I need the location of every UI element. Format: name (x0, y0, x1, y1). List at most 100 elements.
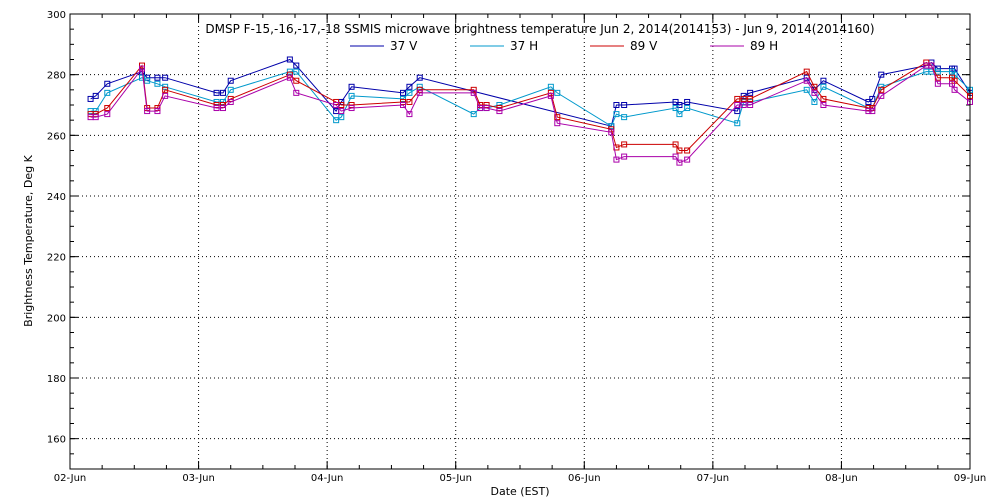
data-point-89-h (951, 86, 958, 93)
data-point-89-h (613, 156, 620, 163)
data-point-89-h (213, 105, 220, 112)
data-point-37-h (104, 89, 111, 96)
data-point-37-v (676, 102, 683, 108)
legend-label-37-h: 37 H (510, 39, 538, 53)
data-point-37-h (554, 89, 561, 96)
data-point-37-h (227, 86, 234, 93)
data-point-89-h (162, 92, 169, 99)
data-point-89-h (400, 102, 406, 108)
data-point-37-h (293, 68, 300, 75)
data-point-37-v (104, 80, 111, 87)
tick-layer (69, 13, 971, 470)
data-point-89-v (865, 105, 872, 112)
data-point-37-h (934, 68, 941, 75)
data-point-37-h (811, 98, 818, 105)
data-point-89-v (684, 147, 691, 154)
x-tick-label: 08-Jun (825, 473, 858, 484)
data-point-89-h (406, 111, 413, 118)
data-point-37-h (820, 83, 827, 90)
x-tick-label: 06-Jun (568, 473, 601, 484)
data-point-89-h (227, 98, 234, 105)
data-point-89-v (348, 102, 355, 108)
data-point-37-v (865, 98, 872, 105)
data-point-37-v (400, 89, 406, 96)
y-tick-label: 200 (47, 313, 66, 324)
data-point-89-h (483, 105, 490, 112)
data-point-89-h (144, 108, 151, 115)
data-point-89-h (676, 159, 683, 166)
data-point-89-h (348, 105, 355, 112)
data-point-37-h (213, 98, 220, 105)
data-point-89-h (820, 102, 827, 108)
data-point-37-h (338, 114, 345, 121)
data-point-37-h (144, 77, 151, 84)
data-point-89-h (608, 129, 615, 136)
data-point-37-h (608, 123, 615, 130)
data-point-37-v (293, 62, 300, 69)
data-point-89-v (803, 68, 810, 75)
data-point-89-h (747, 102, 754, 108)
data-point-37-h (286, 68, 293, 75)
y-axis-title: Brightness Temperature, Deg K (22, 154, 35, 326)
data-point-89-v (923, 59, 930, 66)
data-point-37-v (684, 98, 691, 105)
data-point-37-h (734, 120, 741, 127)
data-point-37-h (676, 111, 683, 118)
data-point-37-h (470, 111, 477, 118)
data-point-37-v (878, 71, 885, 78)
data-point-89-h (934, 80, 941, 87)
data-point-37-v (406, 83, 413, 90)
data-point-37-v (416, 74, 423, 81)
data-point-37-v (820, 77, 827, 84)
data-point-89-v (554, 114, 561, 121)
y-tick-label: 260 (47, 131, 66, 142)
data-point-89-h (949, 80, 955, 87)
y-tick-label: 280 (47, 71, 66, 82)
data-point-37-v (162, 74, 169, 81)
data-point-89-v (333, 98, 340, 105)
data-point-37-v (672, 98, 679, 105)
chart-title: DMSP F-15,-16,-17,-18 SSMIS microwave br… (205, 22, 874, 36)
data-point-37-h (547, 83, 554, 90)
data-point-89-h (811, 89, 818, 96)
data-point-89-h (672, 153, 679, 160)
data-point-89-v (416, 86, 423, 93)
data-point-89-v (820, 95, 827, 102)
data-point-37-h (740, 98, 747, 105)
data-point-89-h (803, 77, 810, 84)
data-point-37-h (154, 80, 161, 87)
x-tick-label: 07-Jun (697, 473, 730, 484)
data-point-89-h (154, 108, 161, 115)
y-tick-label: 240 (47, 192, 66, 203)
data-point-89-v (734, 95, 741, 102)
data-point-89-v (811, 83, 818, 90)
x-tick-label: 02-Jun (54, 473, 87, 484)
data-point-89-v (293, 77, 300, 84)
data-point-89-h (878, 92, 885, 99)
data-point-89-h (740, 102, 747, 108)
data-point-89-v (676, 147, 683, 154)
data-point-89-h (286, 74, 293, 81)
y-tick-label: 220 (47, 253, 66, 264)
data-point-37-v (286, 56, 293, 63)
data-point-89-h (338, 108, 345, 115)
data-point-89-h (477, 105, 484, 112)
data-point-89-h (869, 108, 876, 115)
data-point-89-v (496, 105, 503, 112)
data-point-89-v (470, 86, 477, 93)
data-point-37-h (333, 117, 340, 124)
data-point-37-v (227, 77, 234, 84)
data-point-89-v (547, 89, 554, 96)
data-point-89-h (684, 156, 691, 163)
y-tick-label: 160 (47, 435, 66, 446)
data-point-89-h (220, 105, 226, 112)
data-point-89-v (608, 126, 615, 133)
data-point-89-v (672, 141, 679, 148)
data-point-89-h (293, 89, 300, 96)
data-point-37-h (684, 105, 691, 112)
data-point-37-h (400, 95, 406, 102)
series-layer (87, 56, 973, 166)
x-axis-title: Date (EST) (490, 485, 549, 498)
